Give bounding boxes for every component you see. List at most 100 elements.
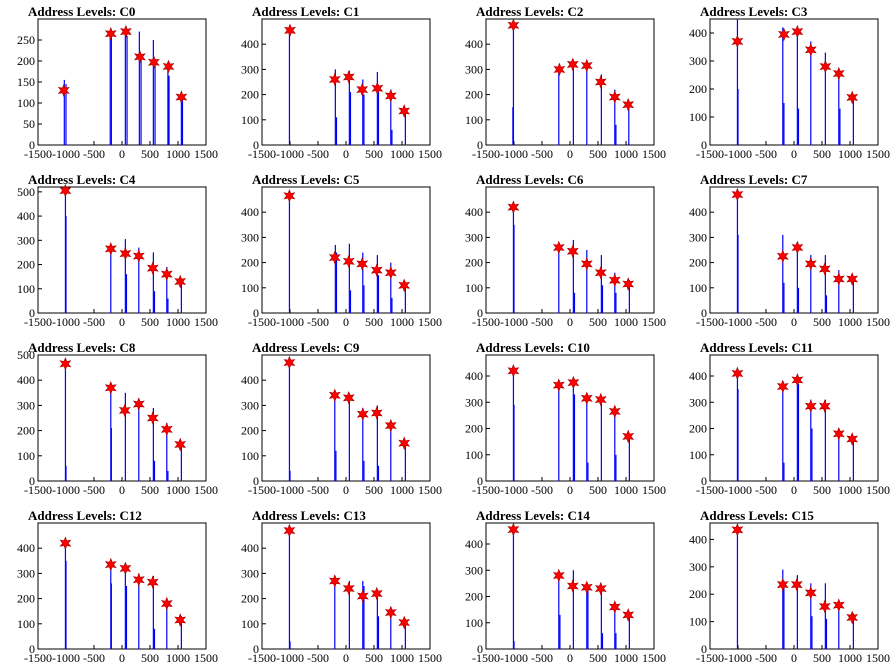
y-tick-label: 200 [17,592,35,606]
y-tick-label: 300 [241,398,259,412]
star-marker [147,55,160,70]
star-marker [370,406,383,420]
star-marker [284,23,296,38]
chart-panel: Address Levels: C12 0 100 200 300 400 -1500 -10… [17,508,218,665]
star-marker [552,240,565,255]
star-marker [791,24,804,39]
x-tick-label: -1000 [276,315,304,329]
star-marker [608,273,621,288]
chart-panel: Address Levels: C10 0 100 200 300 400 -1500 -10… [465,340,666,497]
y-tick-label: 100 [241,617,259,631]
x-tick-label: -1000 [724,315,752,329]
star-marker [174,613,187,627]
y-tick-label: 0 [253,306,259,320]
star-marker [832,598,845,613]
star-marker [328,250,341,265]
chart-title: Address Levels: C1 [252,4,359,19]
star-marker [342,70,355,84]
x-tick-label: -1500 [696,315,724,329]
y-tick-label: 300 [465,395,483,409]
star-marker [384,265,397,280]
y-tick-label: 400 [465,205,483,219]
star-marker [162,59,175,74]
x-tick-label: 1000 [166,651,190,665]
y-tick-label: 0 [29,306,35,320]
x-tick-label: 0 [567,147,573,161]
x-tick-label: -500 [755,651,777,665]
star-marker [804,257,817,271]
x-tick-label: -1500 [696,147,724,161]
star-marker [731,34,744,49]
y-tick-label: 400 [241,37,259,51]
star-marker [776,249,789,264]
chart-panel: Address Levels: C14 0 100 200 300 400 -1500 -10… [465,508,666,665]
x-tick-label: 1500 [866,651,890,665]
x-tick-label: 500 [365,483,383,497]
y-tick-label: 150 [17,75,35,89]
x-tick-label: -500 [83,147,105,161]
star-marker [819,59,832,74]
x-tick-label: 500 [589,315,607,329]
x-tick-label: -1000 [500,483,528,497]
y-tick-label: 100 [689,448,707,462]
y-tick-label: 100 [689,281,707,295]
x-tick-label: -500 [307,483,329,497]
y-tick-label: 0 [29,138,35,152]
y-tick-label: 400 [17,373,35,387]
y-tick-label: 400 [465,369,483,383]
y-tick-label: 0 [477,138,483,152]
star-marker [594,392,607,407]
x-tick-label: 1500 [418,147,442,161]
star-marker [174,274,187,289]
x-tick-label: -500 [531,483,553,497]
star-marker [846,432,859,446]
y-tick-label: 200 [689,82,707,96]
star-marker [342,254,355,269]
star-marker [160,267,173,282]
star-marker [818,399,831,414]
star-marker [566,57,579,72]
y-tick-label: 400 [465,37,483,51]
x-tick-label: 1000 [166,147,190,161]
star-marker [818,262,831,276]
chart-title: Address Levels: C13 [252,508,366,523]
x-tick-label: 1000 [614,483,638,497]
star-marker [175,90,188,104]
star-marker [146,575,159,590]
y-tick-label: 400 [241,541,259,555]
star-marker [371,81,384,96]
star-marker [398,615,411,630]
y-tick-label: 100 [689,110,707,124]
x-tick-label: 1500 [194,483,218,497]
chart-title: Address Levels: C9 [252,340,360,355]
x-tick-label: -1000 [724,147,752,161]
y-tick-label: 300 [17,566,35,580]
chart-title: Address Levels: C7 [700,172,808,187]
x-tick-label: 1000 [390,483,414,497]
star-marker [791,373,804,387]
star-marker [804,42,817,57]
x-tick-label: -500 [755,147,777,161]
x-tick-label: 1500 [642,483,666,497]
x-tick-label: 500 [589,483,607,497]
y-tick-label: 200 [689,422,707,436]
chart-title: Address Levels: C6 [476,172,584,187]
x-tick-label: 500 [141,147,159,161]
chart-panel: Address Levels: C7 0 100 200 300 400 -1500 -100… [689,172,890,329]
chart-title: Address Levels: C4 [28,172,136,187]
x-tick-label: 1000 [614,147,638,161]
y-tick-label: 300 [17,233,35,247]
x-tick-label: 1500 [642,147,666,161]
star-marker [566,244,579,259]
x-tick-label: -500 [755,315,777,329]
y-tick-label: 0 [701,642,707,656]
y-tick-label: 0 [253,474,259,488]
x-tick-label: 500 [813,315,831,329]
star-marker [832,272,845,286]
y-tick-label: 400 [241,205,259,219]
x-tick-label: 0 [119,651,125,665]
x-tick-label: -1000 [276,483,304,497]
y-tick-label: 300 [689,560,707,574]
chart-panel: Address Levels: C6 0 100 200 300 400 -1500 -100… [465,172,666,329]
x-tick-label: -1000 [724,651,752,665]
